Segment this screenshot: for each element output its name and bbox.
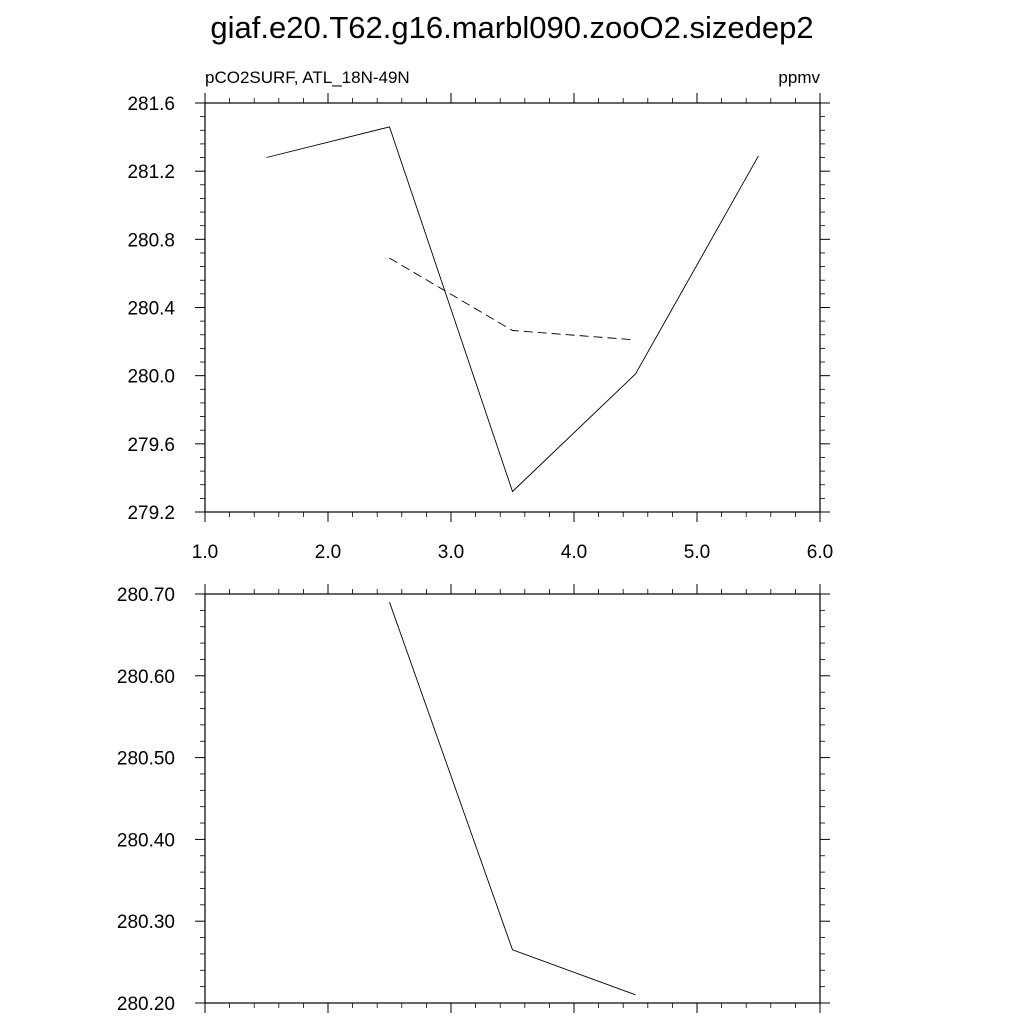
bottom-series-0-solid-line [389, 602, 636, 996]
top-x-tick-label: 5.0 [684, 542, 710, 563]
top-x-tick-label: 1.0 [192, 542, 218, 563]
top-x-tick-label: 3.0 [438, 542, 464, 563]
top-series-1-dashed-line [389, 257, 636, 341]
top-panel: 1.0 2.0 3.0 4.0 5.0 6.0 279.2 279.6 280.0 280.4 28… [127, 93, 833, 563]
top-y-tick-label: 279.6 [127, 435, 175, 456]
bottom-y-tick-label: 280.20 [117, 994, 175, 1015]
top-y-tick-label: 280.0 [127, 367, 175, 388]
bottom-panel: 280.20 280.30 280.40 280.50 280.60 280.70 [117, 584, 830, 1015]
top-right-subtitle: ppmv [778, 68, 820, 87]
bottom-plot-frame [204, 593, 821, 1004]
top-series-0-solid-line [266, 126, 759, 493]
chart-title: giaf.e20.T62.g16.marbl090.zooO2.sizedep2 [210, 10, 813, 45]
bottom-y-tick-label: 280.40 [117, 830, 175, 851]
top-plot-frame [204, 102, 821, 513]
top-y-tick-label: 281.6 [127, 94, 175, 115]
bottom-y-tick-label: 280.60 [117, 667, 175, 688]
top-y-tick-label: 280.8 [127, 230, 175, 251]
top-y-tick-label: 279.2 [127, 503, 175, 524]
bottom-y-tick-label: 280.30 [117, 912, 175, 933]
top-y-tick-label: 280.4 [127, 299, 175, 320]
bottom-y-tick-label: 280.70 [117, 585, 175, 606]
bottom-y-tick-label: 280.50 [117, 749, 175, 770]
top-y-tick-label: 281.2 [127, 162, 175, 183]
top-x-tick-label: 2.0 [315, 542, 341, 563]
top-x-tick-label: 6.0 [807, 542, 833, 563]
top-x-tick-label: 4.0 [561, 542, 587, 563]
top-left-subtitle: pCO2SURF, ATL_18N-49N [205, 68, 410, 87]
